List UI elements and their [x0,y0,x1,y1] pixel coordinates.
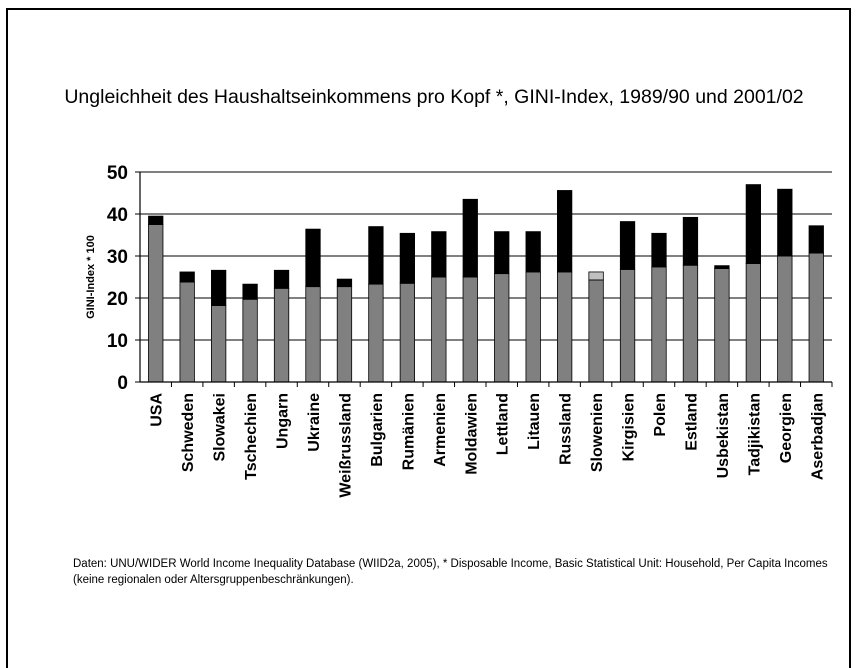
bar-segment-increase [557,190,573,273]
bar-segment-increase [336,278,353,288]
bar-segment-1989-90 [148,224,164,383]
x-tick-label: Rumänien [400,393,417,470]
bar-segment-increase [714,265,730,270]
bar-segment-1989-90 [211,305,227,383]
bar-segment-1989-90 [651,266,667,383]
x-tick-label: Lettland [495,393,512,455]
bar-segment-increase [211,269,227,306]
x-tick-label: Moldawien [463,393,480,475]
x-tick-label: Bulgarien [369,393,386,467]
x-tick-label: Slowakei [212,393,229,461]
y-tick-label: 30 [107,247,128,268]
bar-segment-increase [619,221,636,270]
bar-segment-1989-90 [557,271,573,383]
bar-segment-increase [525,231,541,273]
bar-segment-1989-90 [305,286,321,383]
bar-segment-increase [305,228,321,288]
bar-segment-1989-90 [273,287,290,383]
bar-segment-increase [273,269,290,289]
y-tick-label: 10 [107,331,128,352]
bars [148,184,824,383]
x-tick-label: Usbekistan [715,393,732,478]
bar-segment-1989-90 [462,276,478,383]
x-tick-label: Weißrussland [337,393,354,498]
chart-title: Ungleichheit des Haushaltseinkommens pro… [64,86,804,108]
bar-segment-increase [431,231,447,278]
x-tick-label: Tschechien [243,393,260,480]
bar-segment-1989-90 [588,279,604,383]
bar-segment-1989-90 [682,264,699,383]
bar-segment-1989-90 [399,282,415,383]
bar-segment-increase [651,232,667,268]
bar-segment-1989-90 [336,286,353,383]
bar-segment-increase [494,231,510,275]
bar-segment-1989-90 [368,283,384,383]
bar-segment-1989-90 [179,281,195,383]
labels: 0 10 20 30 40 50 GINI-Index * 100 USA Schweden Sl… [85,163,826,498]
bar-segment-increase [242,283,258,300]
bar-segment-1989-90 [494,273,510,383]
x-tick-label: Russland [558,393,575,465]
x-tick-label: Litauen [526,393,543,450]
bar-segment-increase [368,226,384,285]
bar-segment-increase [462,198,478,278]
slide-frame [6,8,851,668]
y-tick-label: 0 [117,373,128,394]
y-tick-label: 40 [107,205,128,226]
source-note: Daten: UNU/WIDER World Income Inequality… [73,558,828,586]
x-tick-label: Aserbadjan [809,393,826,480]
x-tick-label: Kirgisien [621,393,638,461]
bar-segment-1989-90 [714,268,730,383]
bar-segment-increase [148,215,164,225]
bar-segment-1989-90 [745,263,761,383]
bar-segment-increase [745,184,761,264]
bar-segment-1989-90 [431,276,447,383]
bar-segment-1989-90 [619,269,636,383]
bar-segment-decrease [588,271,604,281]
bar-segment-1989-90 [808,252,824,383]
y-tick-label: 20 [107,289,128,310]
x-tick-label: USA [149,393,166,427]
y-tick-label: 50 [107,163,128,184]
x-tick-label: Georgien [778,393,795,463]
bar-segment-increase [808,225,824,254]
bar-segment-1989-90 [777,255,793,383]
x-tick-label: Armenien [432,393,449,467]
axes [135,171,833,387]
bar-segment-increase [179,271,195,283]
x-tick-label: Ukraine [306,393,323,452]
bar-segment-increase [777,188,793,257]
x-tick-label: Tadjikistan [746,393,763,475]
x-tick-label: Schweden [180,393,197,472]
x-tick-label: Ungarn [275,393,292,449]
y-axis-title: GINI-Index * 100 [85,235,97,319]
bar-segment-1989-90 [525,271,541,383]
x-tick-label: Slowenien [589,393,606,472]
bar-segment-1989-90 [242,298,258,383]
bar-segment-increase [399,232,415,284]
x-tick-label: Polen [652,393,669,437]
x-tick-label: Estland [683,393,700,451]
bar-segment-increase [682,216,699,266]
